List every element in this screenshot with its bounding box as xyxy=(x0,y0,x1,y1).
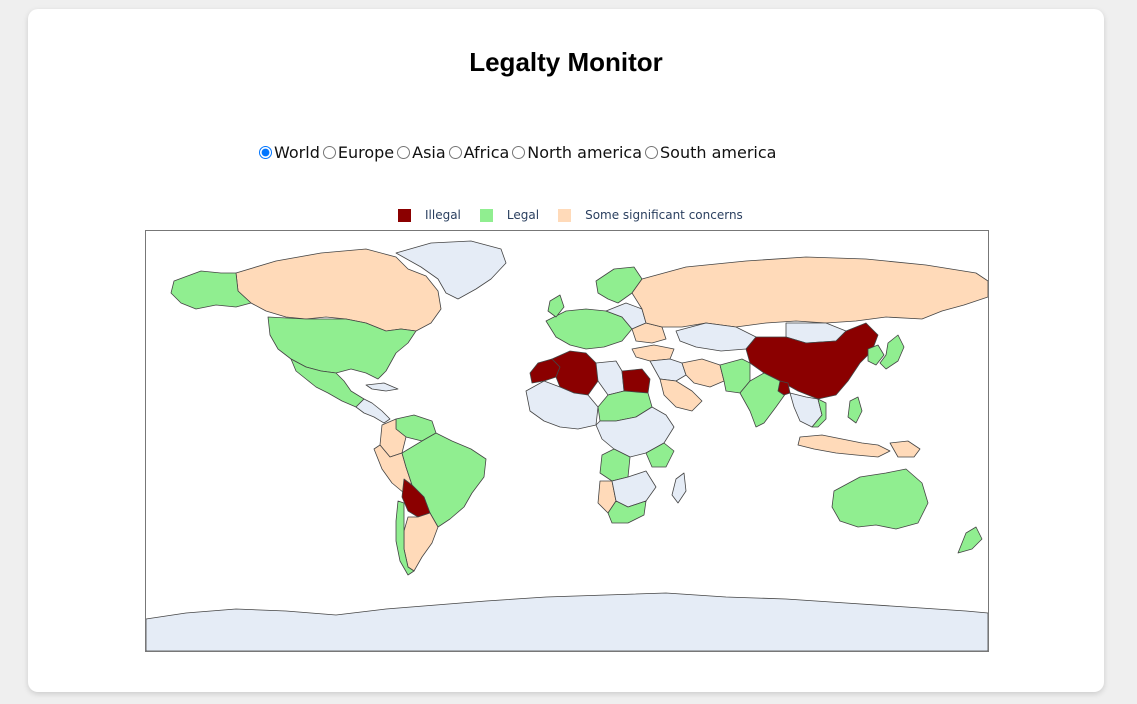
country-india[interactable] xyxy=(739,372,787,428)
country-central-america[interactable] xyxy=(355,398,391,424)
country-kenya[interactable] xyxy=(645,442,675,468)
legend-label-illegal: Illegal xyxy=(425,208,461,222)
radio-south-america-input[interactable] xyxy=(645,145,658,159)
radio-europe[interactable]: Europe xyxy=(322,142,395,162)
country-cuba[interactable] xyxy=(365,382,399,392)
legend-item-concerns[interactable]: Some significant concerns xyxy=(558,208,743,222)
country-turkey[interactable] xyxy=(631,344,675,362)
radio-south-america[interactable]: South america xyxy=(645,143,776,162)
radio-europe-input[interactable] xyxy=(322,145,336,159)
radio-europe-label: Europe xyxy=(337,142,395,162)
legend-item-illegal[interactable]: Illegal xyxy=(398,208,461,222)
radio-world-input[interactable] xyxy=(259,145,272,159)
radio-africa-input[interactable] xyxy=(448,145,462,159)
country-western-europe[interactable] xyxy=(545,308,633,350)
country-kazakhstan[interactable] xyxy=(675,322,757,352)
country-west-africa[interactable] xyxy=(525,380,599,430)
country-uk[interactable] xyxy=(547,294,565,318)
main-card: Legalty Monitor World Europe Asia Africa… xyxy=(28,9,1104,692)
country-japan[interactable] xyxy=(879,334,905,370)
world-map-svg[interactable] xyxy=(146,231,988,651)
legend-item-legal[interactable]: Legal xyxy=(479,208,540,222)
radio-asia-label: Asia xyxy=(412,142,446,162)
country-south-africa[interactable] xyxy=(607,500,647,524)
country-saudi-arabia[interactable] xyxy=(659,378,703,412)
world-map[interactable] xyxy=(145,230,989,652)
radio-world[interactable]: World xyxy=(259,143,320,162)
country-iran[interactable] xyxy=(681,358,725,388)
country-australia[interactable] xyxy=(831,468,929,530)
country-madagascar[interactable] xyxy=(671,472,687,504)
region-radio-group: World Europe Asia Africa North america S… xyxy=(259,140,779,164)
radio-north-america-input[interactable] xyxy=(512,145,526,159)
country-antarctica[interactable] xyxy=(146,592,988,651)
legend-swatch-legal xyxy=(479,208,493,222)
legend-label-legal: Legal xyxy=(506,208,540,222)
legend-swatch-illegal xyxy=(398,208,411,222)
country-vietnam[interactable] xyxy=(811,398,827,428)
country-indonesia[interactable] xyxy=(797,434,891,458)
country-egypt[interactable] xyxy=(621,368,651,394)
radio-north-america-label: North america xyxy=(527,142,642,162)
country-argentina[interactable] xyxy=(403,512,439,572)
country-papua-new-guinea[interactable] xyxy=(889,440,921,458)
legend-label-concerns: Some significant concerns xyxy=(585,208,743,222)
country-chile[interactable] xyxy=(395,500,415,576)
country-new-zealand[interactable] xyxy=(957,526,983,554)
legend-swatch-concerns xyxy=(558,208,572,222)
radio-asia-input[interactable] xyxy=(397,145,411,159)
country-alaska[interactable] xyxy=(170,270,252,310)
radio-africa-label: Africa xyxy=(463,142,510,162)
country-bangladesh[interactable] xyxy=(777,380,791,396)
country-libya[interactable] xyxy=(595,360,625,396)
country-russia[interactable] xyxy=(631,256,988,328)
radio-south-america-label: South america xyxy=(660,142,777,162)
radio-asia[interactable]: Asia xyxy=(397,143,446,162)
country-greenland[interactable] xyxy=(395,240,507,300)
country-philippines[interactable] xyxy=(847,396,863,424)
map-legend: Illegal Legal Some significant concerns xyxy=(398,207,762,223)
page-title: Legalty Monitor xyxy=(469,47,663,77)
radio-africa[interactable]: Africa xyxy=(448,142,510,162)
radio-north-america[interactable]: North america xyxy=(512,143,642,162)
radio-world-label: World xyxy=(274,142,320,162)
country-middle-east[interactable] xyxy=(649,358,687,382)
country-korea[interactable] xyxy=(867,344,885,366)
